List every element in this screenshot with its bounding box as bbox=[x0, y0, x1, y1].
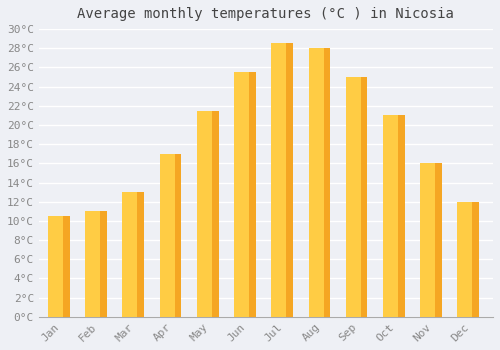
Title: Average monthly temperatures (°C ) in Nicosia: Average monthly temperatures (°C ) in Ni… bbox=[78, 7, 454, 21]
Bar bbox=[234, 72, 254, 317]
Bar bbox=[361, 77, 368, 317]
Bar bbox=[272, 43, 291, 317]
Bar bbox=[383, 116, 403, 317]
Bar bbox=[138, 192, 144, 317]
Bar bbox=[308, 48, 328, 317]
Bar bbox=[85, 211, 105, 317]
Bar bbox=[286, 43, 293, 317]
Bar bbox=[346, 77, 366, 317]
Bar bbox=[100, 211, 107, 317]
Bar bbox=[122, 192, 142, 317]
Bar bbox=[48, 216, 68, 317]
Bar bbox=[458, 202, 477, 317]
Bar bbox=[249, 72, 256, 317]
Bar bbox=[420, 163, 440, 317]
Bar bbox=[160, 154, 180, 317]
Bar bbox=[472, 202, 479, 317]
Bar bbox=[324, 48, 330, 317]
Bar bbox=[63, 216, 70, 317]
Bar bbox=[174, 154, 182, 317]
Bar bbox=[435, 163, 442, 317]
Bar bbox=[398, 116, 404, 317]
Bar bbox=[197, 111, 217, 317]
Bar bbox=[212, 111, 218, 317]
